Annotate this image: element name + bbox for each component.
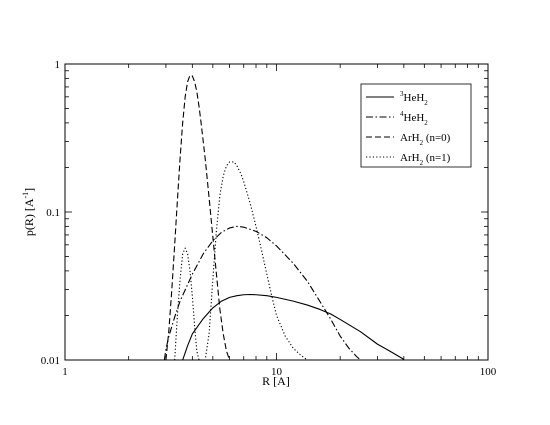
- y-tick-label: 0.01: [41, 355, 60, 367]
- legend-label-base: HeH: [404, 92, 425, 104]
- curves-layer: [163, 74, 405, 360]
- legend-label-subscript: 2: [420, 139, 424, 147]
- x-axis-label: R [A]: [262, 374, 290, 388]
- y-axis-label: p(R) [A-1]: [21, 188, 36, 236]
- y-axis-label-superscript: -1: [21, 192, 30, 199]
- legend-label-superscript: 4: [400, 110, 404, 118]
- x-tick-label: 10: [271, 366, 283, 378]
- series-line-4: [174, 161, 308, 360]
- legend-label-base: ArH: [400, 132, 420, 144]
- series-line-3: [165, 74, 231, 360]
- legend-label-base: ArH: [400, 152, 420, 164]
- legend-label-subscript: 2: [424, 99, 428, 107]
- legend-label-2: 4HeH2: [400, 110, 428, 127]
- y-axis-label-main: p(R) [A: [22, 198, 36, 236]
- legend-box: [360, 83, 472, 168]
- legend-label-1: 3HeH2: [400, 90, 428, 107]
- legend-label-suffix: (n=0): [423, 132, 451, 144]
- y-tick-label: 0.1: [46, 207, 60, 219]
- legend-label-suffix: (n=1): [423, 152, 451, 164]
- x-tick-label: 100: [480, 366, 497, 378]
- legend-label-subscript: 2: [420, 159, 424, 167]
- series-line-2: [163, 225, 362, 360]
- y-tick-label: 1: [55, 59, 61, 71]
- ticks-layer: 1 10 100 0.01 0.1 1: [41, 59, 497, 378]
- y-axis-label-suffix: ]: [22, 188, 36, 192]
- series-line-1: [182, 293, 405, 360]
- legend-label-subscript: 2: [424, 119, 428, 127]
- legend-label-4: ArH2 (n=1): [400, 152, 451, 167]
- legend-label-3: ArH2 (n=0): [400, 132, 451, 147]
- x-tick-label: 1: [62, 366, 68, 378]
- legend-label-base: HeH: [404, 112, 425, 124]
- legend-label-superscript: 3: [400, 90, 404, 98]
